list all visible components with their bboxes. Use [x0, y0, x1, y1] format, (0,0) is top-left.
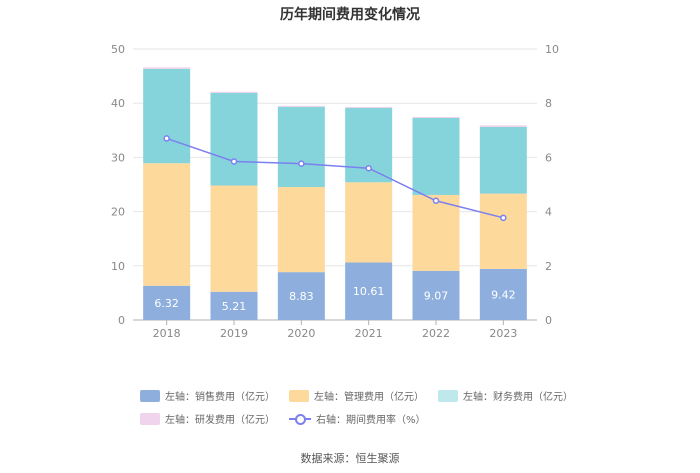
bar-segment: [143, 285, 191, 320]
x-axis-tick-label: 2018: [153, 327, 181, 340]
chart-legend: 左轴：销售费用（亿元） 左轴：管理费用（亿元） 左轴：财务费用（亿元） 左轴：研…: [140, 388, 580, 434]
bar-segment: [143, 67, 191, 69]
legend-swatch-admin: [289, 389, 309, 402]
data-source: 数据来源：恒生聚源: [300, 452, 400, 465]
legend-item-sales[interactable]: 左轴：销售费用（亿元）: [140, 388, 275, 403]
bar-segment: [479, 193, 527, 269]
bar-segment: [345, 106, 393, 109]
bar-segment: [412, 117, 460, 195]
bar-segment: [412, 194, 460, 271]
bar-segment: [210, 291, 258, 320]
left-axis-tick-label: 0: [118, 314, 125, 327]
left-axis-tick-label: 40: [111, 97, 125, 110]
legend-item-rd[interactable]: 左轴：研发费用（亿元）: [140, 411, 275, 426]
right-axis-tick-label: 8: [545, 97, 552, 110]
bar-segment: [412, 116, 460, 118]
expense-ratio-line: [166, 137, 504, 219]
left-axis-tick-label: 10: [111, 260, 125, 273]
bar-segment: [412, 270, 460, 320]
legend-swatch-sales: [140, 389, 160, 402]
bar-segment: [143, 68, 191, 164]
right-axis-tick-label: 10: [545, 43, 559, 56]
legend-swatch-finance: [438, 389, 458, 402]
right-axis-tick-label: 0: [545, 314, 552, 327]
legend-label-admin: 左轴：管理费用（亿元）: [314, 392, 424, 403]
legend-label-rd: 左轴：研发费用（亿元）: [165, 415, 275, 426]
bar-segment: [345, 182, 393, 263]
bar-segment: [345, 262, 393, 320]
legend-item-expense-ratio[interactable]: 右轴：期间费用率（%）: [289, 411, 426, 426]
left-axis-tick-label: 50: [111, 43, 125, 56]
bar-segment: [210, 91, 258, 93]
expense-ratio-point: [230, 158, 238, 165]
bar-segment: [210, 92, 258, 186]
bar-segment: [277, 187, 325, 273]
x-axis-tick-label: 2019: [220, 327, 248, 340]
bar-segment: [210, 185, 258, 292]
legend-swatch-expense-ratio: [289, 413, 311, 425]
bar-segment: [143, 163, 191, 286]
expense-ratio-point: [500, 214, 507, 222]
bar-segment: [277, 272, 325, 320]
bar-data-label: 5.21: [222, 300, 247, 313]
bar-data-label: 9.42: [491, 288, 516, 301]
right-axis-tick-label: 6: [545, 151, 552, 164]
bar-data-label: 10.61: [353, 285, 385, 298]
bar-segment: [277, 105, 325, 107]
x-axis-tick-label: 2023: [489, 327, 517, 340]
bar-data-label: 6.32: [154, 297, 179, 310]
bar-data-label: 9.07: [424, 289, 449, 302]
bar-segment: [479, 126, 527, 194]
legend-swatch-rd: [140, 412, 160, 425]
expense-ratio-point: [298, 160, 305, 167]
bar-data-label: 8.83: [289, 290, 314, 303]
legend-label-sales: 左轴：销售费用（亿元）: [165, 392, 275, 403]
right-axis-tick-label: 4: [545, 206, 552, 219]
expense-ratio-point: [163, 135, 170, 142]
bar-segment: [479, 125, 527, 127]
left-axis-tick-label: 30: [111, 151, 125, 164]
legend-label-finance: 左轴：财务费用（亿元）: [463, 392, 573, 403]
bar-segment: [277, 106, 325, 188]
expense-ratio-point: [432, 197, 440, 205]
legend-item-admin[interactable]: 左轴：管理费用（亿元）: [289, 388, 424, 403]
legend-label-expense-ratio: 右轴：期间费用率（%）: [316, 415, 426, 426]
chart-plot: 0 10 20 30 40 50 0 2 4 6 8 10 6.32 2018 5.21 2019 8.83 20…: [111, 43, 559, 340]
bar-segment: [479, 268, 527, 320]
left-axis-tick-label: 20: [111, 206, 125, 219]
legend-item-finance[interactable]: 左轴：财务费用（亿元）: [438, 388, 573, 403]
right-axis-tick-label: 2: [545, 260, 552, 273]
x-axis-tick-label: 2022: [422, 327, 450, 340]
expense-ratio-point: [365, 164, 372, 172]
chart-title: 历年期间费用变化情况: [280, 7, 420, 23]
x-axis-tick-label: 2020: [287, 327, 315, 340]
x-axis-tick-label: 2021: [355, 327, 383, 340]
